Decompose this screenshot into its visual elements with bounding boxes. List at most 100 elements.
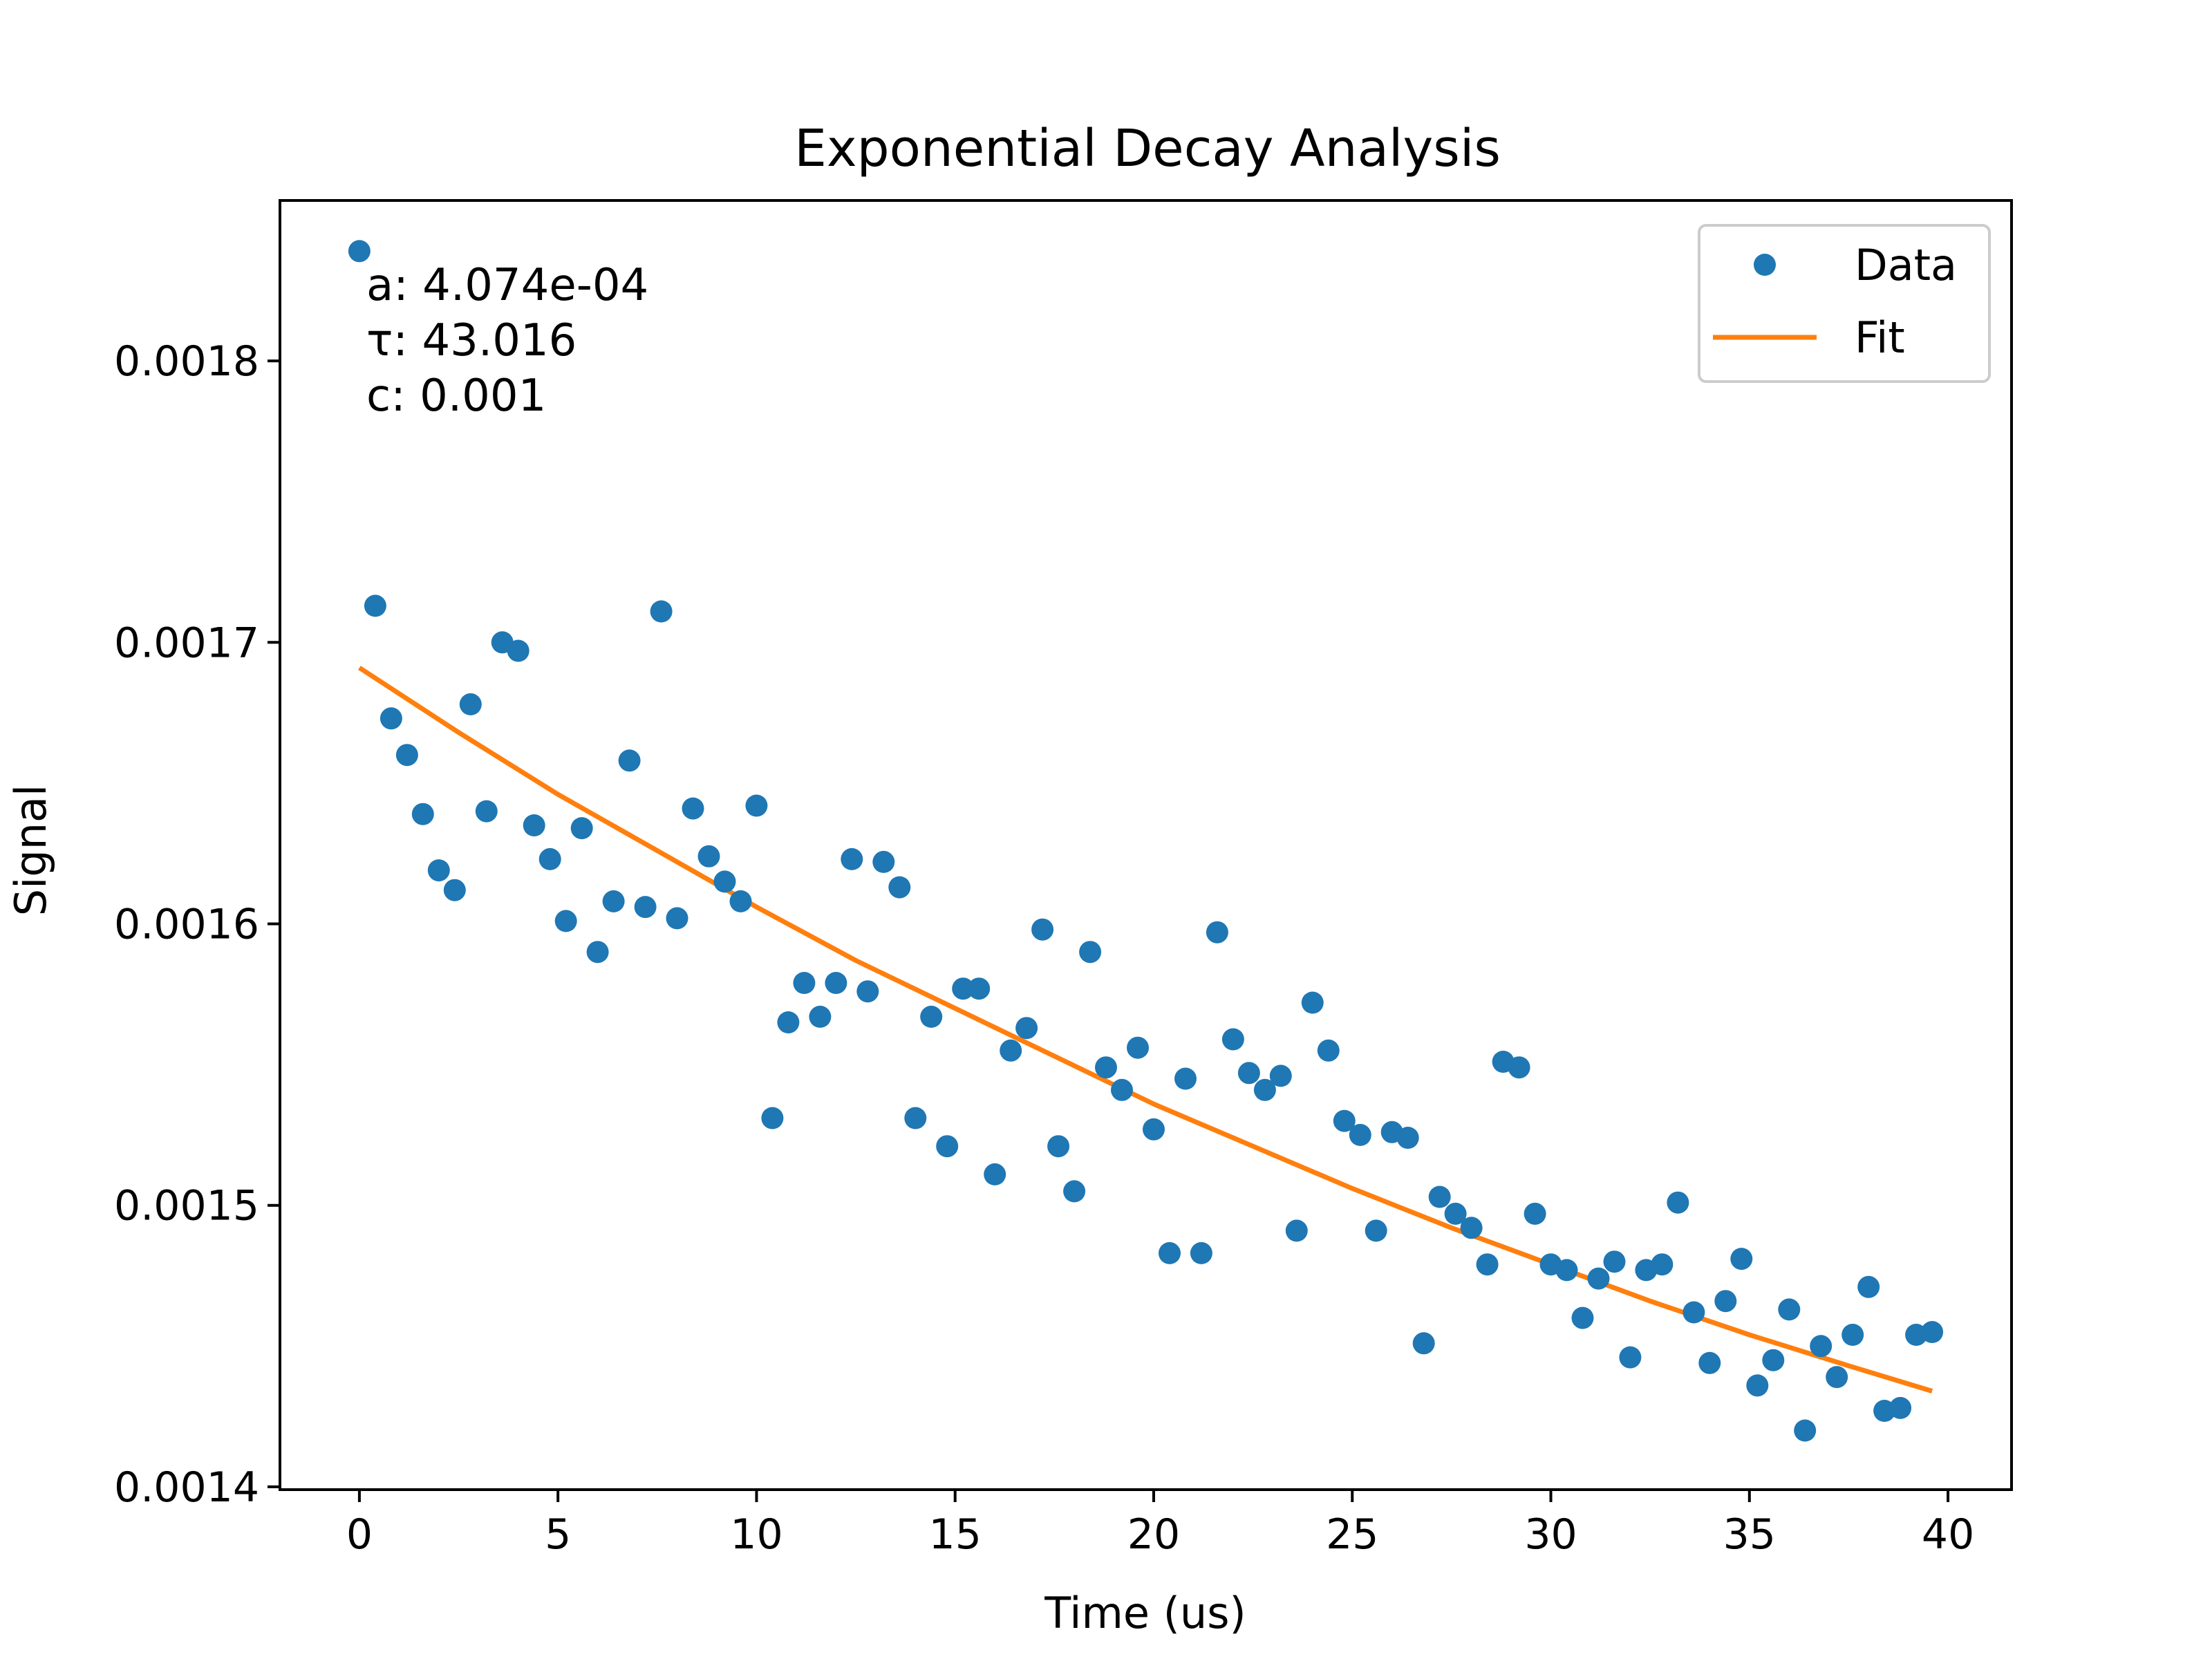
data-point <box>570 817 593 840</box>
x-tick-label: 10 <box>730 1510 782 1559</box>
data-point <box>1127 1036 1149 1059</box>
data-point <box>1111 1078 1133 1101</box>
data-point <box>920 1005 943 1028</box>
data-point <box>1571 1306 1594 1329</box>
data-point <box>872 850 895 873</box>
data-point <box>602 890 625 912</box>
annotation-line-tau: τ: 43.016 <box>366 315 577 366</box>
annotation-line-c: c: 0.001 <box>366 371 546 422</box>
data-point <box>348 240 371 263</box>
data-point <box>984 1163 1006 1185</box>
data-point <box>1237 1062 1260 1085</box>
data-point <box>1921 1321 1944 1343</box>
data-point <box>952 977 975 1000</box>
x-axis-title: Time (us) <box>1044 1588 1246 1638</box>
data-point <box>523 814 545 836</box>
data-point <box>1651 1253 1674 1276</box>
x-tick-label: 5 <box>545 1510 571 1559</box>
data-point <box>1444 1202 1467 1225</box>
data-point <box>475 800 498 823</box>
data-point <box>1206 921 1228 944</box>
x-tick-label: 0 <box>346 1510 373 1559</box>
data-point <box>1428 1185 1451 1208</box>
y-tick-label: 0.0018 <box>114 337 259 386</box>
data-point <box>1698 1351 1721 1374</box>
data-point <box>1015 1017 1038 1040</box>
data-point <box>745 794 768 817</box>
data-point <box>904 1107 927 1130</box>
x-tick-label: 20 <box>1127 1510 1180 1559</box>
legend-label-fit: Fit <box>1855 312 1905 363</box>
data-point <box>1190 1241 1212 1264</box>
data-point <box>1508 1056 1530 1079</box>
axes-frame <box>279 199 2013 1491</box>
data-point <box>1317 1039 1340 1062</box>
x-tick-label: 40 <box>1922 1510 1974 1559</box>
data-point <box>777 1011 800 1033</box>
points-layer <box>348 240 1944 1442</box>
data-point <box>379 707 402 730</box>
chart-title: Exponential Decay Analysis <box>794 119 1501 178</box>
data-point <box>1396 1127 1419 1149</box>
data-point <box>554 910 577 932</box>
data-point <box>1730 1248 1753 1271</box>
legend-label-data: Data <box>1855 240 1957 290</box>
fit-parameters-annotation: a: 4.074e-04 τ: 43.016 c: 0.001 <box>366 260 648 422</box>
data-point <box>1031 918 1054 941</box>
data-point <box>1714 1290 1737 1313</box>
data-point <box>1095 1056 1117 1079</box>
data-point <box>411 803 434 825</box>
data-point <box>1810 1335 1833 1358</box>
data-point <box>538 847 561 870</box>
data-point <box>1460 1217 1483 1239</box>
data-point <box>968 977 991 1000</box>
data-point <box>1079 941 1102 964</box>
data-point <box>507 639 529 662</box>
data-point <box>1174 1067 1197 1090</box>
data-point <box>1857 1275 1880 1298</box>
data-point <box>1619 1346 1642 1369</box>
data-point <box>888 876 911 899</box>
y-axis-ticks: 0.0014 0.0015 0.0016 0.0017 0.0018 <box>114 337 280 1512</box>
data-point <box>1889 1396 1912 1419</box>
x-tick-label: 15 <box>929 1510 982 1559</box>
data-point <box>697 845 720 868</box>
x-tick-label: 35 <box>1723 1510 1776 1559</box>
data-point <box>809 1005 832 1028</box>
y-axis-title: Signal <box>6 785 56 916</box>
data-point <box>586 941 609 964</box>
data-point <box>1746 1374 1769 1397</box>
y-tick-label: 0.0014 <box>114 1463 259 1512</box>
data-point <box>1365 1219 1387 1242</box>
data-point <box>1221 1028 1244 1051</box>
data-point <box>443 879 466 901</box>
data-point <box>1301 991 1324 1014</box>
annotation-line-a: a: 4.074e-04 <box>366 260 648 311</box>
data-point <box>1778 1298 1801 1321</box>
y-tick-label: 0.0017 <box>114 619 259 667</box>
data-point <box>1047 1135 1070 1158</box>
data-point <box>459 693 482 715</box>
data-point <box>1333 1109 1356 1132</box>
data-point <box>427 859 450 882</box>
data-point <box>1762 1349 1785 1371</box>
data-point <box>682 797 704 820</box>
data-point <box>1603 1250 1626 1273</box>
data-point <box>1159 1241 1181 1264</box>
data-point <box>650 600 673 623</box>
data-point <box>1555 1259 1578 1282</box>
data-point <box>1667 1191 1689 1214</box>
data-point <box>856 980 879 1003</box>
data-point <box>634 896 657 919</box>
data-point <box>1587 1267 1610 1290</box>
data-point <box>1412 1332 1435 1355</box>
data-point <box>1000 1039 1022 1062</box>
data-point <box>364 594 386 617</box>
data-point <box>729 890 752 912</box>
data-point <box>761 1107 784 1130</box>
data-point <box>618 749 641 772</box>
legend: Data Fit <box>1698 224 1991 383</box>
data-point <box>1524 1202 1546 1225</box>
data-point <box>1269 1065 1292 1087</box>
